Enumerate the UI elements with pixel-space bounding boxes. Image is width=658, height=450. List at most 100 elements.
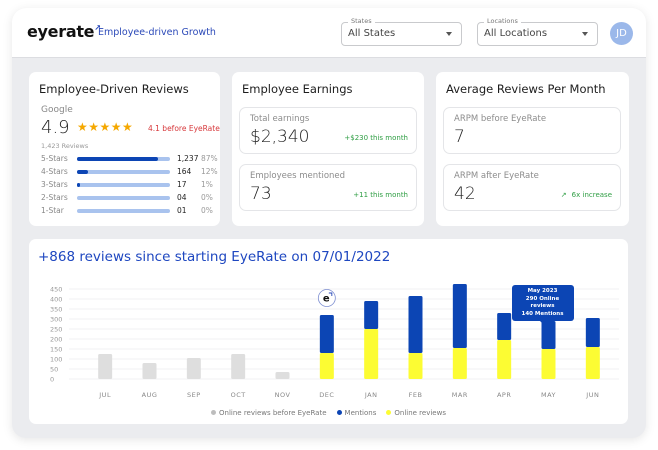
legend-label: Online reviews before EyeRate [219, 409, 327, 417]
locations-value: All Locations [484, 28, 548, 39]
marker-arrow-icon [328, 292, 333, 296]
trending-up-icon: ↗ [560, 191, 567, 199]
dashboard-frame: eyerate↗ Employee-driven Growth States A… [12, 8, 646, 438]
user-avatar[interactable]: JD [610, 22, 633, 45]
states-select[interactable]: States All States [341, 17, 462, 46]
chevron-down-icon [446, 32, 452, 36]
chart-legend: Online reviews before EyeRate Mentions Onl… [29, 409, 628, 417]
y-tick-label: 200 [50, 336, 62, 344]
y-tick-label: 0 [50, 376, 54, 384]
star-row-fill [77, 157, 158, 161]
eyerate-start-marker-icon [317, 289, 336, 307]
earnings-card: Employee Earnings Total earnings $2,340 … [232, 72, 424, 226]
x-tick-label: JAN [364, 391, 378, 399]
star-row-fill [77, 183, 80, 187]
star-row-bar [77, 170, 170, 174]
chart-title: +868 reviews since starting EyeRate on 0… [38, 249, 391, 265]
metric-value: 42 [454, 184, 476, 204]
legend-label: Mentions [344, 409, 377, 417]
y-tick-label: 100 [50, 356, 62, 364]
bar-online-reviews [585, 347, 600, 379]
eyerate-logo[interactable]: eyerate↗ [27, 22, 101, 41]
rating-value: 4.9 [41, 117, 70, 138]
top-bar: eyerate↗ Employee-driven Growth States A… [12, 8, 646, 58]
arpm-card-title: Average Reviews Per Month [446, 82, 606, 96]
metric-value: 7 [454, 127, 465, 147]
star-row-percent: 0% [201, 206, 213, 215]
total-earnings-metric: Total earnings $2,340 +$230 this month [239, 107, 417, 154]
legend-dot-icon [336, 410, 342, 415]
reviews-chart-card: +868 reviews since starting EyeRate on 0… [29, 239, 628, 424]
y-tick-label: 300 [50, 316, 62, 324]
reviews-bar-chart: 0 50 100 150 200 250 300 350 400 450 JUL AUG SEP OCT N… [50, 284, 619, 399]
star-row-bar [77, 183, 170, 187]
star-row-bar [77, 209, 170, 213]
locations-select[interactable]: Locations All Locations [477, 17, 598, 46]
earnings-card-title: Employee Earnings [242, 82, 353, 96]
bar-mentions [408, 296, 423, 353]
tooltip-line: 290 Online reviews [525, 295, 560, 310]
star-row-count: 17 [177, 180, 187, 189]
y-tick-label: 250 [50, 326, 62, 334]
star-row: 4-Stars 164 12% [41, 167, 221, 177]
legend-item: Mentions [336, 409, 377, 417]
bar-before-eyerate [231, 354, 246, 379]
arpm-after-metric: ARPM after EyeRate 42 ↗ 6x increase [443, 164, 621, 211]
bar-mentions [585, 318, 600, 347]
star-row-label: 1-Star [41, 206, 64, 215]
star-row-count: 04 [177, 193, 187, 202]
star-row-percent: 0% [201, 193, 213, 202]
star-rating-icon: ★★★★★ [77, 120, 134, 134]
metric-delta-text: 6x increase [571, 191, 612, 199]
x-tick-label: AUG [142, 391, 158, 399]
x-tick-label: JUN [585, 391, 599, 399]
employees-mentioned-metric: Employees mentioned 73 +11 this month [239, 164, 417, 211]
bar-before-eyerate [186, 358, 201, 379]
x-tick-label: MAR [452, 391, 468, 399]
chevron-down-icon [582, 32, 588, 36]
x-tick-label: OCT [231, 391, 246, 399]
star-row-percent: 1% [201, 180, 213, 189]
rating-before-eyerate: 4.1 before EyeRate [148, 124, 220, 133]
bar-online-reviews [408, 353, 423, 379]
metric-label: Employees mentioned [250, 171, 346, 181]
star-row-label: 3-Stars [41, 180, 68, 189]
chart-tooltip: May 2023 290 Online reviews 140 Mentions [511, 285, 574, 324]
star-row-percent: 12% [201, 167, 218, 176]
reviews-card-title: Employee-Driven Reviews [39, 82, 189, 96]
legend-label: Online reviews [394, 409, 446, 417]
legend-dot-icon [211, 410, 217, 415]
bar-mentions [319, 315, 334, 353]
bar-mentions [541, 321, 556, 349]
x-tick-label: SEP [187, 391, 201, 399]
metric-value: 73 [250, 184, 272, 204]
star-row-bar [77, 196, 170, 200]
y-tick-label: 50 [50, 366, 58, 374]
tagline: Employee-driven Growth [98, 27, 216, 38]
star-row-percent: 87% [201, 154, 218, 163]
bar-mentions [364, 301, 379, 329]
locations-label: Locations [484, 17, 521, 25]
bar-online-reviews [319, 353, 334, 379]
metric-delta: +$230 this month [344, 134, 408, 142]
legend-item: Online reviews before EyeRate [211, 409, 327, 417]
bar-before-eyerate [142, 363, 157, 379]
tooltip-line: May 2023 [527, 288, 558, 294]
review-source: Google [41, 105, 73, 115]
eyerate-marker-label: e [323, 294, 330, 305]
review-count: 1,423 Reviews [41, 142, 89, 150]
states-value: All States [348, 28, 396, 39]
star-row-count: 164 [177, 167, 192, 176]
x-tick-label: APR [497, 391, 511, 399]
bar-before-eyerate [275, 372, 290, 379]
star-row: 1-Star 01 0% [41, 206, 221, 216]
bar-online-reviews [452, 348, 467, 379]
star-row-bar [77, 157, 170, 161]
star-row: 2-Stars 04 0% [41, 193, 221, 203]
legend-dot-icon [386, 410, 392, 415]
star-row-count: 01 [177, 206, 187, 215]
y-tick-label: 150 [50, 346, 62, 354]
bar-mentions [497, 313, 512, 340]
star-row: 3-Stars 17 1% [41, 180, 221, 190]
x-tick-label: FEB [409, 391, 423, 399]
